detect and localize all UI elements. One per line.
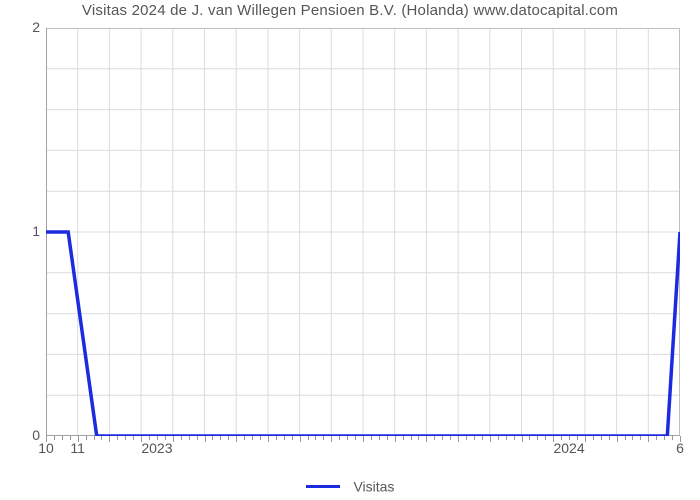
x-minor-tick: [284, 436, 285, 440]
x-minor-tick: [165, 436, 166, 440]
x-minor-tick: [205, 436, 206, 442]
x-minor-tick: [212, 436, 213, 440]
x-minor-tick: [522, 436, 523, 442]
x-minor-tick: [617, 436, 618, 442]
x-minor-tick: [323, 436, 324, 440]
x-minor-tick: [601, 436, 602, 440]
x-minor-tick: [442, 436, 443, 440]
chart-title: Visitas 2024 de J. van Willegen Pensioen…: [0, 2, 700, 19]
x-minor-tick: [561, 436, 562, 440]
x-minor-tick: [292, 436, 293, 440]
x-minor-tick: [252, 436, 253, 440]
x-minor-tick: [276, 436, 277, 440]
x-minor-tick: [355, 436, 356, 440]
x-minor-tick: [54, 436, 55, 440]
x-tick-label: 2024: [539, 440, 599, 456]
legend: Visitas: [0, 477, 700, 494]
plot-area: [46, 28, 680, 436]
x-minor-tick: [537, 436, 538, 440]
x-minor-tick: [593, 436, 594, 440]
x-minor-tick: [474, 436, 475, 440]
x-minor-tick: [189, 436, 190, 440]
x-minor-tick: [220, 436, 221, 440]
x-minor-tick: [656, 436, 657, 440]
x-minor-tick: [577, 436, 578, 440]
x-minor-tick: [418, 436, 419, 440]
x-minor-tick: [506, 436, 507, 440]
x-minor-tick: [450, 436, 451, 440]
x-minor-tick: [648, 436, 649, 442]
x-minor-tick: [260, 436, 261, 440]
x-minor-tick: [308, 436, 309, 440]
x-minor-tick: [672, 436, 673, 440]
legend-label: Visitas: [353, 478, 394, 494]
x-minor-tick: [141, 436, 142, 442]
x-minor-tick: [62, 436, 63, 440]
x-minor-tick: [347, 436, 348, 440]
x-minor-tick: [498, 436, 499, 440]
x-minor-tick: [363, 436, 364, 442]
x-minor-tick: [490, 436, 491, 442]
x-tick-label: 2023: [127, 440, 187, 456]
legend-swatch: [306, 485, 340, 488]
x-minor-tick: [268, 436, 269, 442]
x-minor-tick: [458, 436, 459, 442]
x-minor-tick: [529, 436, 530, 440]
x-minor-tick: [339, 436, 340, 440]
x-minor-tick: [86, 436, 87, 440]
x-minor-tick: [331, 436, 332, 442]
x-minor-tick: [157, 436, 158, 440]
x-minor-tick: [585, 436, 586, 442]
x-minor-tick: [228, 436, 229, 440]
chart-container: Visitas 2024 de J. van Willegen Pensioen…: [0, 0, 700, 500]
x-minor-tick: [78, 436, 79, 442]
x-tick-label: 6: [650, 440, 700, 456]
x-minor-tick: [46, 436, 47, 442]
x-minor-tick: [181, 436, 182, 440]
x-minor-tick: [379, 436, 380, 440]
x-minor-tick: [632, 436, 633, 440]
x-minor-tick: [514, 436, 515, 440]
x-minor-tick: [300, 436, 301, 442]
x-minor-tick: [403, 436, 404, 440]
x-minor-tick: [545, 436, 546, 440]
x-minor-tick: [569, 436, 570, 440]
x-minor-tick: [236, 436, 237, 442]
y-tick-label: 2: [10, 19, 40, 35]
x-minor-tick: [117, 436, 118, 440]
x-minor-tick: [149, 436, 150, 440]
x-minor-tick: [371, 436, 372, 440]
x-minor-tick: [109, 436, 110, 442]
x-minor-tick: [197, 436, 198, 440]
x-minor-tick: [482, 436, 483, 440]
x-tick-label: 11: [48, 440, 108, 456]
x-minor-tick: [609, 436, 610, 440]
x-minor-tick: [70, 436, 71, 440]
chart-svg: [46, 28, 680, 436]
x-minor-tick: [640, 436, 641, 440]
x-minor-tick: [244, 436, 245, 440]
x-minor-tick: [426, 436, 427, 442]
x-minor-tick: [680, 436, 681, 442]
x-minor-tick: [101, 436, 102, 440]
x-minor-tick: [466, 436, 467, 440]
x-minor-tick: [625, 436, 626, 440]
x-minor-tick: [173, 436, 174, 442]
x-minor-tick: [125, 436, 126, 440]
x-minor-tick: [411, 436, 412, 440]
x-minor-tick: [94, 436, 95, 440]
x-minor-tick: [315, 436, 316, 440]
x-minor-tick: [434, 436, 435, 440]
x-minor-tick: [395, 436, 396, 442]
x-minor-tick: [553, 436, 554, 442]
y-tick-label: 1: [10, 223, 40, 239]
x-minor-tick: [133, 436, 134, 440]
x-minor-tick: [387, 436, 388, 440]
x-minor-tick: [664, 436, 665, 440]
